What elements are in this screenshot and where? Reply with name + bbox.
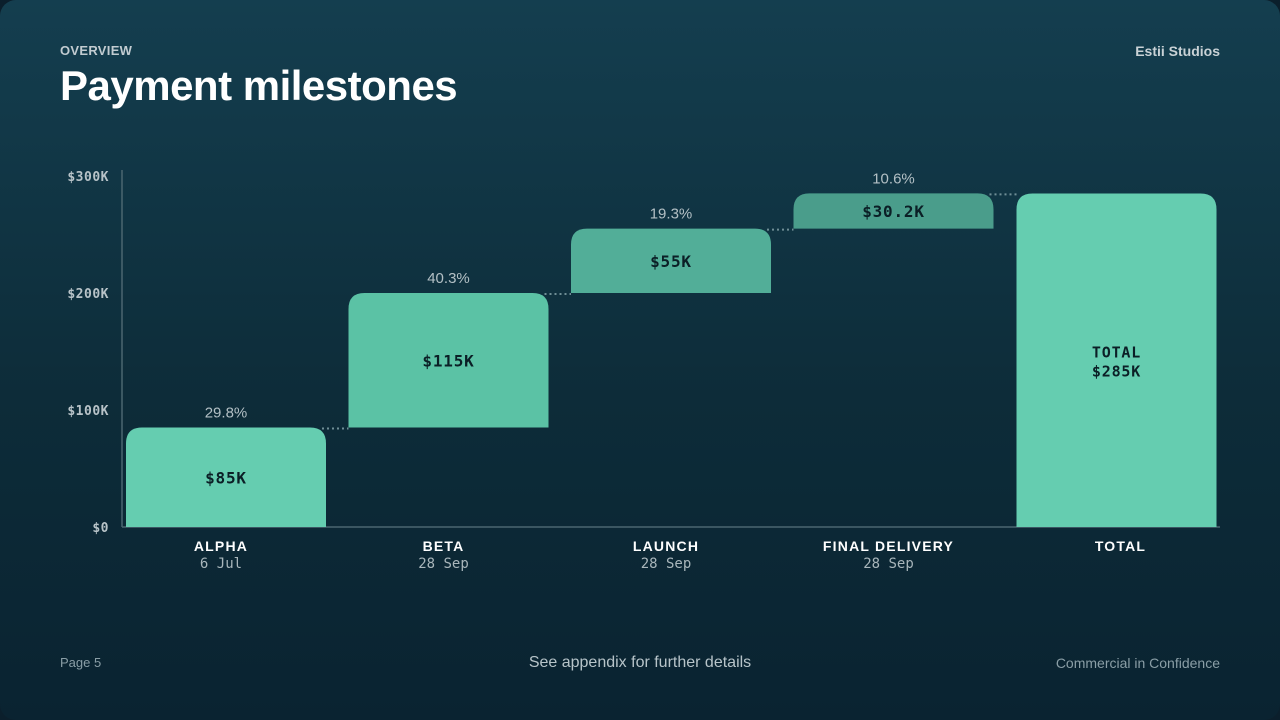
bar-percent-label: 10.6% [872, 170, 915, 187]
page-number: Page 5 [60, 655, 102, 670]
x-date-label: 6 Jul [200, 556, 242, 572]
confidentiality-label: Commercial in Confidence [1055, 655, 1220, 671]
x-date-label: 28 Sep [863, 556, 914, 572]
waterfall-bar [793, 193, 994, 229]
y-tick-label: $0 [92, 521, 109, 536]
total-label: TOTAL [1092, 343, 1141, 361]
bar-percent-label: 29.8% [205, 405, 248, 422]
brand-name: Estii Studios [1135, 43, 1220, 59]
bar-value-label: $30.2K [862, 202, 925, 221]
x-category-label: LAUNCH [633, 538, 699, 554]
x-date-label: 28 Sep [641, 556, 692, 572]
waterfall-bar [571, 228, 771, 293]
x-category-label: BETA [423, 538, 465, 554]
x-category-label: ALPHA [194, 538, 248, 554]
bar-value-label: $115K [422, 351, 474, 370]
total-value-label: $285K [1092, 362, 1141, 380]
x-date-label: 28 Sep [418, 556, 469, 572]
page-title: Payment milestones [60, 62, 458, 109]
bar-value-label: $85K [205, 468, 247, 487]
bar-percent-label: 19.3% [650, 206, 693, 223]
section-label: OVERVIEW [60, 43, 133, 58]
x-category-label: FINAL DELIVERY [823, 538, 954, 554]
bar-value-label: $55K [650, 252, 692, 271]
y-tick-label: $200K [67, 287, 109, 302]
total-bar [1016, 193, 1217, 528]
y-tick-label: $300K [67, 170, 109, 185]
footer-note: See appendix for further details [528, 654, 752, 671]
waterfall-bar [126, 427, 326, 527]
bar-percent-label: 40.3% [427, 270, 470, 287]
x-category-label: TOTAL [1095, 538, 1146, 554]
y-tick-label: $100K [67, 404, 109, 419]
waterfall-bar [348, 293, 549, 428]
